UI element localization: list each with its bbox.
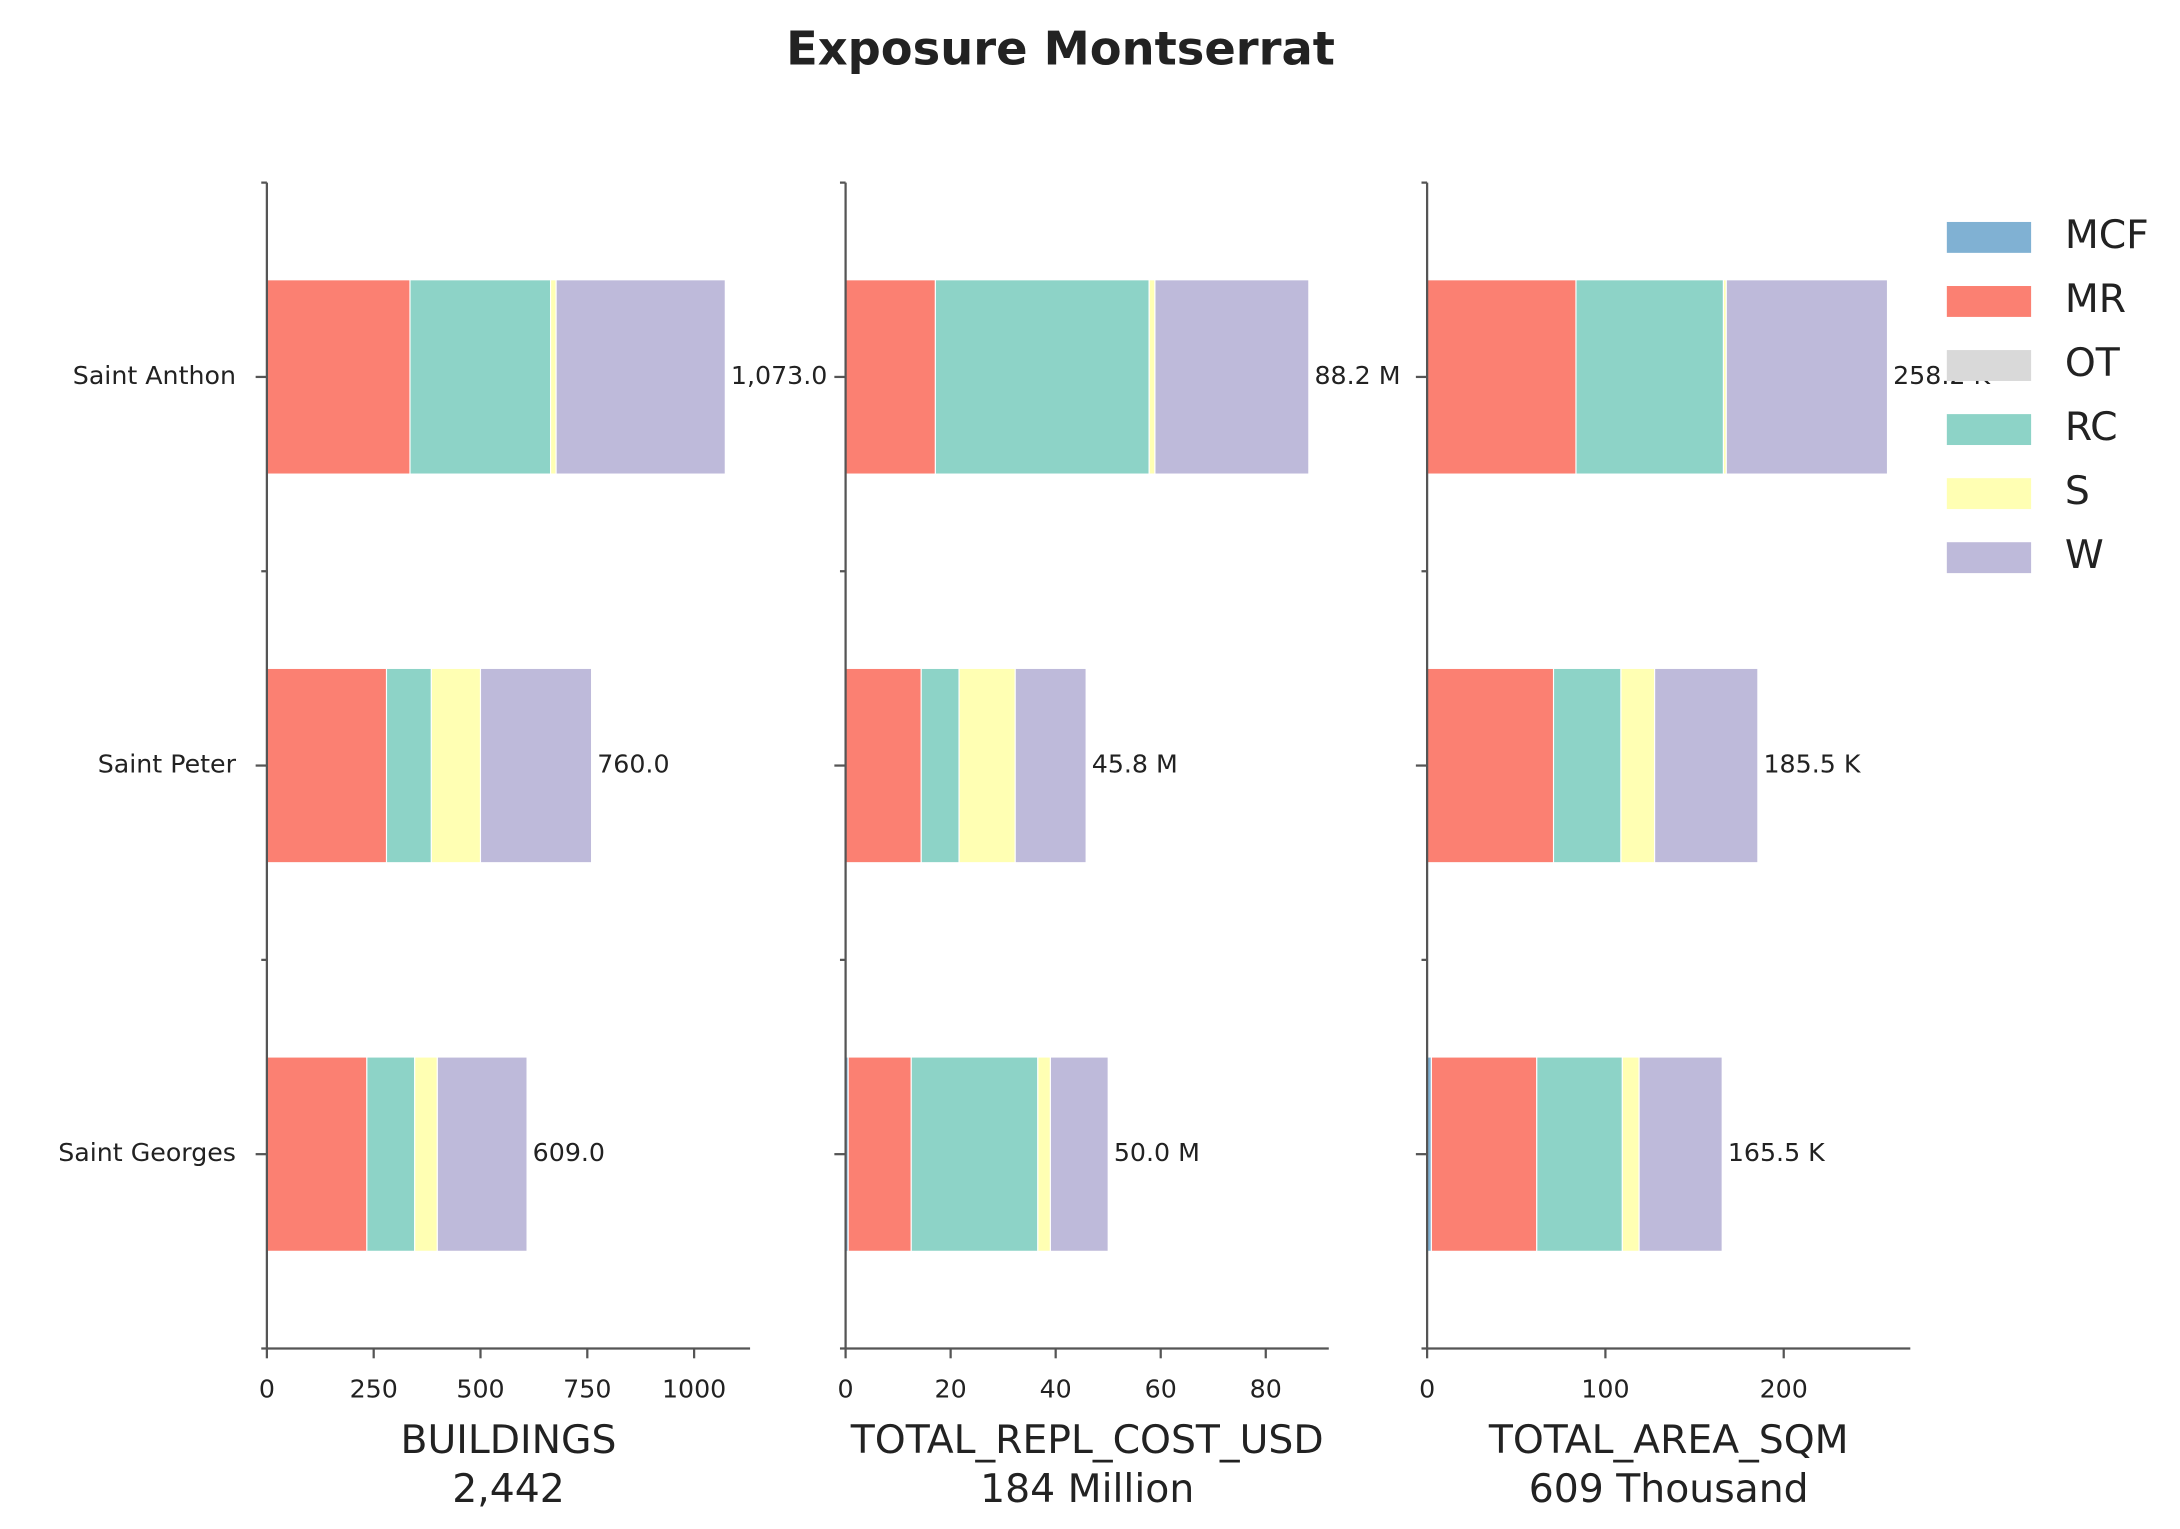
- x-axis-total: 609 Thousand: [1529, 1467, 1809, 1512]
- x-axis-label: TOTAL_REPL_COST_USD: [850, 1418, 1324, 1463]
- x-tick-label: 40: [1040, 1375, 1072, 1404]
- legend-swatch: [1946, 286, 2032, 317]
- x-tick-label: 200: [1760, 1375, 1808, 1404]
- bar-segment: [958, 667, 1016, 864]
- x-tick-label: 0: [1419, 1375, 1435, 1404]
- bar-segment: [1426, 667, 1555, 864]
- bar-segment: [1430, 1056, 1538, 1252]
- bar-segment: [934, 279, 1150, 475]
- bar-segment: [266, 1056, 368, 1252]
- bar-segment: [1575, 279, 1725, 475]
- bar-segment: [1014, 667, 1087, 864]
- y-tick-label: Saint Georges: [58, 1138, 236, 1167]
- bar-segment: [555, 279, 726, 475]
- bar-segment: [385, 667, 432, 864]
- x-axis-total: 2,442: [452, 1467, 565, 1512]
- y-tick-label: Saint Anthon: [73, 361, 236, 390]
- x-tick-label: 0: [259, 1375, 275, 1404]
- x-axis-label: TOTAL_AREA_SQM: [1488, 1418, 1849, 1463]
- bar-segment: [1154, 279, 1310, 475]
- bar-segment: [1621, 1056, 1640, 1252]
- bar-segment: [479, 667, 593, 864]
- x-axis-label: BUILDINGS: [401, 1418, 617, 1463]
- legend-swatch: [1946, 414, 2032, 446]
- y-tick-label: Saint Peter: [98, 750, 237, 779]
- value-label: 760.0: [597, 750, 669, 779]
- bar-segment: [1654, 667, 1759, 864]
- bar-segment: [845, 279, 936, 475]
- x-tick-label: 750: [563, 1375, 611, 1404]
- bar-segment: [1536, 1056, 1623, 1252]
- legend-label: MCF: [2065, 213, 2149, 258]
- bar-segment: [1552, 667, 1622, 864]
- x-tick-label: 100: [1581, 1375, 1629, 1404]
- bar-segment: [1049, 1056, 1109, 1252]
- value-label: 45.8 M: [1092, 750, 1178, 779]
- bar-segment: [430, 667, 482, 864]
- bar-segment: [847, 1056, 912, 1252]
- legend-swatch: [1946, 478, 2032, 510]
- bar-segment: [549, 279, 557, 475]
- x-axis-total: 184 Million: [980, 1467, 1194, 1512]
- bar-segment: [409, 279, 552, 475]
- value-label: 50.0 M: [1114, 1138, 1200, 1167]
- legend-label: W: [2065, 533, 2104, 578]
- bar-segment: [1037, 1056, 1051, 1252]
- bar-segment: [266, 667, 388, 864]
- x-tick-label: 20: [935, 1375, 967, 1404]
- bar-segment: [366, 1056, 416, 1252]
- bar-segment: [414, 1056, 438, 1252]
- legend-swatch: [1946, 350, 2032, 381]
- x-tick-label: 500: [456, 1375, 504, 1404]
- x-tick-label: 250: [350, 1375, 398, 1404]
- legend-swatch: [1946, 542, 2032, 574]
- figure-title: Exposure Montserrat: [786, 21, 1335, 75]
- legend-swatch: [1946, 221, 2032, 253]
- value-label: 609.0: [533, 1138, 605, 1167]
- bar-segment: [845, 667, 922, 864]
- bar-segment: [1638, 1056, 1723, 1252]
- legend-label: RC: [2065, 405, 2118, 450]
- bar-segment: [266, 279, 411, 475]
- x-tick-label: 60: [1145, 1375, 1177, 1404]
- value-label: 88.2 M: [1314, 361, 1400, 390]
- bar-segment: [1725, 279, 1889, 475]
- bar-segment: [920, 667, 960, 864]
- bar-segment: [1426, 279, 1577, 475]
- bar-segment: [436, 1056, 528, 1252]
- value-label: 1,073.0: [731, 361, 827, 390]
- bar-segment: [1620, 667, 1656, 864]
- legend-label: MR: [2065, 277, 2126, 322]
- legend-label: S: [2065, 469, 2090, 514]
- x-tick-label: 1000: [662, 1375, 726, 1404]
- value-label: 165.5 K: [1728, 1138, 1826, 1167]
- value-label: 185.5 K: [1763, 750, 1861, 779]
- x-tick-label: 80: [1250, 1375, 1282, 1404]
- legend-label: OT: [2065, 341, 2121, 386]
- x-tick-label: 0: [838, 1375, 854, 1404]
- bar-segment: [910, 1056, 1039, 1252]
- bar-segment: [1148, 279, 1156, 475]
